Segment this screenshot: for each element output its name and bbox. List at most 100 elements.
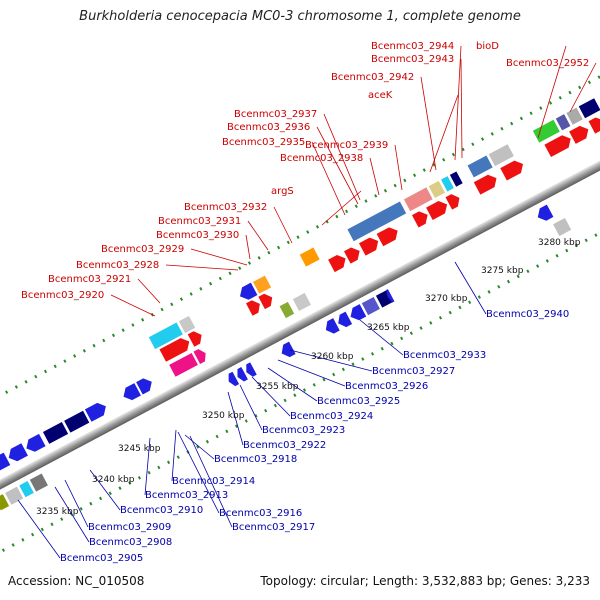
gene-feature[interactable] [168,352,199,378]
gene-feature[interactable] [84,400,109,422]
lower-gene-label[interactable]: Bcenmc03_2905 [60,553,143,564]
gene-feature[interactable] [42,421,69,445]
upper-gene-label[interactable]: Bcenmc03_2944 [371,41,454,52]
gene-feature[interactable] [237,282,258,303]
lower-gene-label[interactable]: Bcenmc03_2917 [232,522,315,533]
gene-feature[interactable] [346,200,407,243]
gene-feature[interactable] [500,158,526,181]
upper-gene-label[interactable]: Bcenmc03_2921 [48,274,131,285]
lower-gene-label[interactable]: Bcenmc03_2916 [219,508,302,519]
gene-feature[interactable] [344,245,363,264]
lower-gene-label[interactable]: Bcenmc03_2910 [120,505,203,516]
upper-gene-label[interactable]: Bcenmc03_2932 [184,202,267,213]
upper-leader-line [321,190,362,226]
upper-leader-line [420,76,437,171]
gene-feature[interactable] [225,371,240,388]
lower-gene-label[interactable]: Bcenmc03_2922 [243,440,326,451]
upper-gene-label[interactable]: Bcenmc03_2939 [305,140,388,151]
upper-gene-label[interactable]: aceK [368,90,393,101]
gene-feature[interactable] [554,113,572,132]
gene-feature[interactable] [278,341,296,360]
gene-feature[interactable] [298,246,321,268]
gene-feature[interactable] [449,170,464,188]
lower-gene-label[interactable]: Bcenmc03_2924 [290,411,373,422]
gene-feature[interactable] [577,97,600,120]
gene-feature[interactable] [335,311,353,330]
gene-feature[interactable] [258,291,275,310]
upper-gene-label[interactable]: Bcenmc03_2929 [101,244,184,255]
upper-gene-label[interactable]: Bcenmc03_2936 [227,122,310,133]
upper-gene-label[interactable]: Bcenmc03_2952 [506,58,589,69]
gene-feature[interactable] [292,292,312,312]
gene-feature[interactable] [4,485,25,506]
gene-feature[interactable] [569,123,591,144]
upper-gene-label[interactable]: Bcenmc03_2937 [234,109,317,120]
lower-gene-label[interactable]: Bcenmc03_2926 [345,381,428,392]
lower-gene-label[interactable]: Bcenmc03_2923 [262,425,345,436]
upper-gene-label[interactable]: Bcenmc03_2928 [76,260,159,271]
gene-feature[interactable] [187,329,205,347]
gene-feature[interactable] [588,115,600,134]
gene-feature[interactable] [159,335,192,362]
gene-feature[interactable] [534,204,554,224]
gene-feature[interactable] [178,315,197,334]
lower-gene-label[interactable]: Bcenmc03_2927 [372,366,455,377]
lower-leader-line [54,486,90,543]
lower-gene-label[interactable]: Bcenmc03_2925 [317,396,400,407]
gene-feature[interactable] [278,301,295,319]
gene-feature[interactable] [487,143,515,167]
lower-gene-label[interactable]: Bcenmc03_2913 [145,490,228,501]
gene-feature[interactable] [243,362,257,378]
upper-gene-label[interactable]: Bcenmc03_2930 [156,230,239,241]
upper-leader-line [537,45,567,139]
lower-gene-label[interactable]: Bcenmc03_2914 [172,476,255,487]
gene-feature[interactable] [403,186,434,212]
gene-feature[interactable] [384,289,395,303]
gene-feature[interactable] [136,376,155,395]
gene-feature[interactable] [473,172,500,195]
gene-feature[interactable] [23,433,46,455]
gene-feature[interactable] [0,452,11,474]
gene-feature[interactable] [18,480,35,499]
gene-feature[interactable] [120,383,141,403]
gene-feature[interactable] [440,175,455,193]
gene-feature[interactable] [0,493,10,512]
lower-leader-line [454,261,487,315]
gene-feature[interactable] [29,472,49,493]
gene-feature[interactable] [544,132,574,158]
upper-gene-label[interactable]: bioD [476,41,499,52]
upper-gene-label[interactable]: Bcenmc03_2935 [222,137,305,148]
gene-feature[interactable] [328,252,349,273]
gene-feature[interactable] [148,321,184,350]
gene-feature[interactable] [5,443,28,464]
gene-feature[interactable] [466,154,494,179]
gene-feature[interactable] [63,409,91,434]
lower-gene-label[interactable]: Bcenmc03_2940 [486,309,569,320]
gene-feature[interactable] [193,347,209,365]
gene-feature[interactable] [252,274,272,295]
lower-gene-label[interactable]: Bcenmc03_2909 [88,522,171,533]
gene-feature[interactable] [427,180,446,199]
upper-gene-label[interactable]: Bcenmc03_2943 [371,54,454,65]
upper-gene-label[interactable]: Bcenmc03_2938 [280,153,363,164]
gene-feature[interactable] [234,367,248,383]
gene-feature[interactable] [552,217,573,237]
lower-leader-line [267,367,318,402]
gene-feature[interactable] [411,209,431,228]
gene-feature[interactable] [360,296,381,316]
gene-feature[interactable] [323,318,340,336]
gene-feature[interactable] [532,119,561,144]
gene-feature[interactable] [347,304,367,323]
upper-gene-label[interactable]: Bcenmc03_2942 [331,72,414,83]
lower-gene-label[interactable]: Bcenmc03_2933 [403,350,486,361]
upper-gene-label[interactable]: Bcenmc03_2920 [21,290,104,301]
lower-gene-label[interactable]: Bcenmc03_2908 [89,537,172,548]
gene-feature[interactable] [245,298,263,316]
upper-gene-label[interactable]: Bcenmc03_2931 [158,216,241,227]
gene-feature[interactable] [445,192,463,210]
upper-gene-label[interactable]: argS [271,186,294,197]
gene-feature[interactable] [376,224,401,247]
lower-gene-label[interactable]: Bcenmc03_2918 [214,454,297,465]
gene-feature[interactable] [426,198,450,220]
gene-feature[interactable] [359,235,381,256]
